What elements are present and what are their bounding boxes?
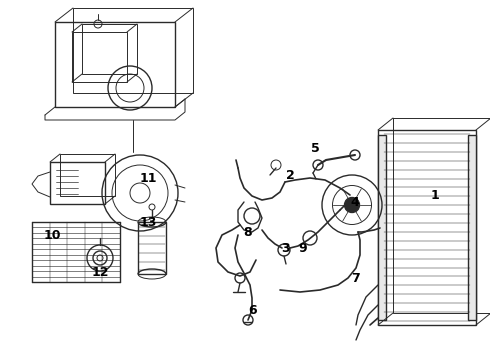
Bar (138, 222, 166, 274)
Text: 2: 2 (286, 168, 294, 181)
Bar (393, 118, 490, 313)
Text: 9: 9 (299, 242, 307, 255)
Text: 7: 7 (351, 271, 359, 284)
Bar (72, 32, 127, 82)
Text: 13: 13 (139, 216, 157, 229)
Bar (378, 130, 476, 325)
Text: 5: 5 (311, 141, 319, 154)
Text: 11: 11 (139, 171, 157, 185)
Bar (378, 135, 386, 320)
Bar (73, 8, 193, 93)
Text: 10: 10 (43, 229, 61, 242)
Text: 12: 12 (91, 266, 109, 279)
Text: 1: 1 (431, 189, 440, 202)
Text: 6: 6 (249, 303, 257, 316)
Text: 8: 8 (244, 225, 252, 239)
Bar (468, 135, 476, 320)
Text: 4: 4 (351, 195, 359, 208)
Text: 3: 3 (281, 242, 289, 255)
Bar (60, 154, 115, 196)
Circle shape (344, 198, 360, 212)
Bar (50, 162, 105, 204)
Bar (82, 24, 137, 74)
Bar (55, 22, 175, 107)
